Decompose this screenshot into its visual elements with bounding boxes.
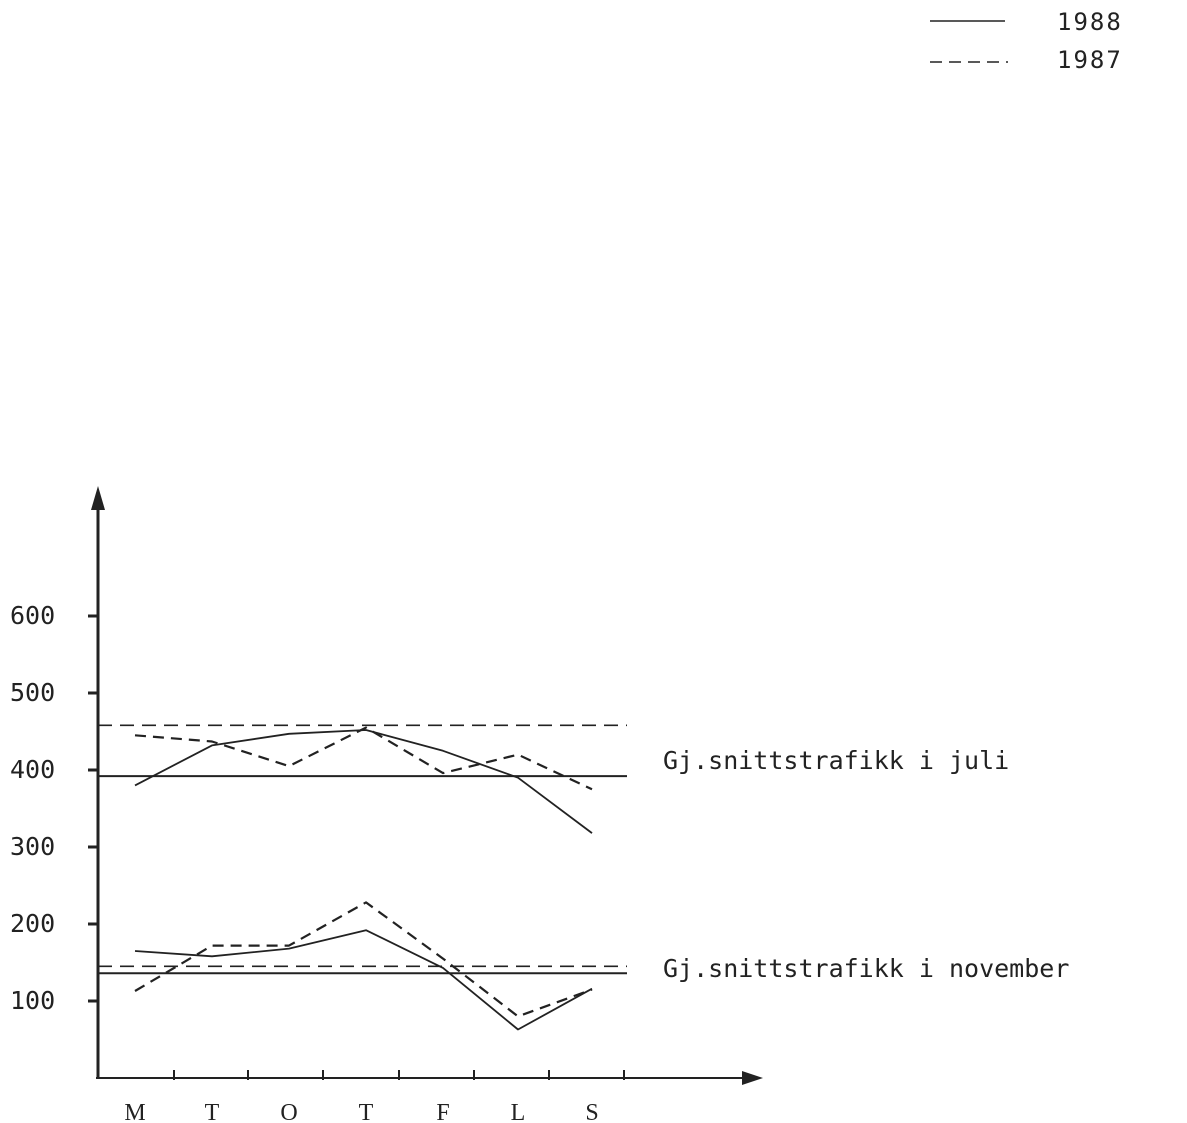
legend-label-1987: 1987 [1057, 46, 1123, 74]
legend-label-1988: 1988 [1057, 8, 1123, 36]
x-tick-label: T [205, 1100, 220, 1123]
series-line-november-1988 [134, 929, 593, 1031]
y-tick-label: 400 [10, 755, 55, 784]
x-tick-label: M [124, 1100, 145, 1123]
x-axis-arrow-icon [742, 1071, 763, 1085]
y-tick-label: 100 [10, 986, 55, 1015]
x-tick-label: S [585, 1100, 598, 1123]
series-lines [134, 726, 593, 1031]
axes [91, 486, 763, 1085]
y-tick-label: 300 [10, 832, 55, 861]
y-tick-label: 500 [10, 678, 55, 707]
annotation-juli: Gj.snittstrafikk i juli [663, 746, 1009, 775]
series-line-juli-1987 [134, 726, 593, 791]
series-line-november-1987 [134, 901, 593, 1018]
y-tick-label: 600 [10, 601, 55, 630]
x-tick-label: O [280, 1100, 297, 1123]
x-tick-label: T [359, 1100, 374, 1123]
legend: 1988 1987 [930, 8, 1123, 74]
series-line-juli-1988 [134, 729, 593, 834]
y-axis-arrow-icon [91, 486, 105, 510]
reference-lines [98, 724, 627, 975]
y-tick-label: 200 [10, 909, 55, 938]
x-tick-label: L [511, 1100, 526, 1123]
y-ticks: 600 500 400 300 200 100 [10, 601, 98, 1015]
annotation-november: Gj.snittstrafikk i november [663, 954, 1069, 983]
x-tick-label: F [436, 1100, 449, 1123]
